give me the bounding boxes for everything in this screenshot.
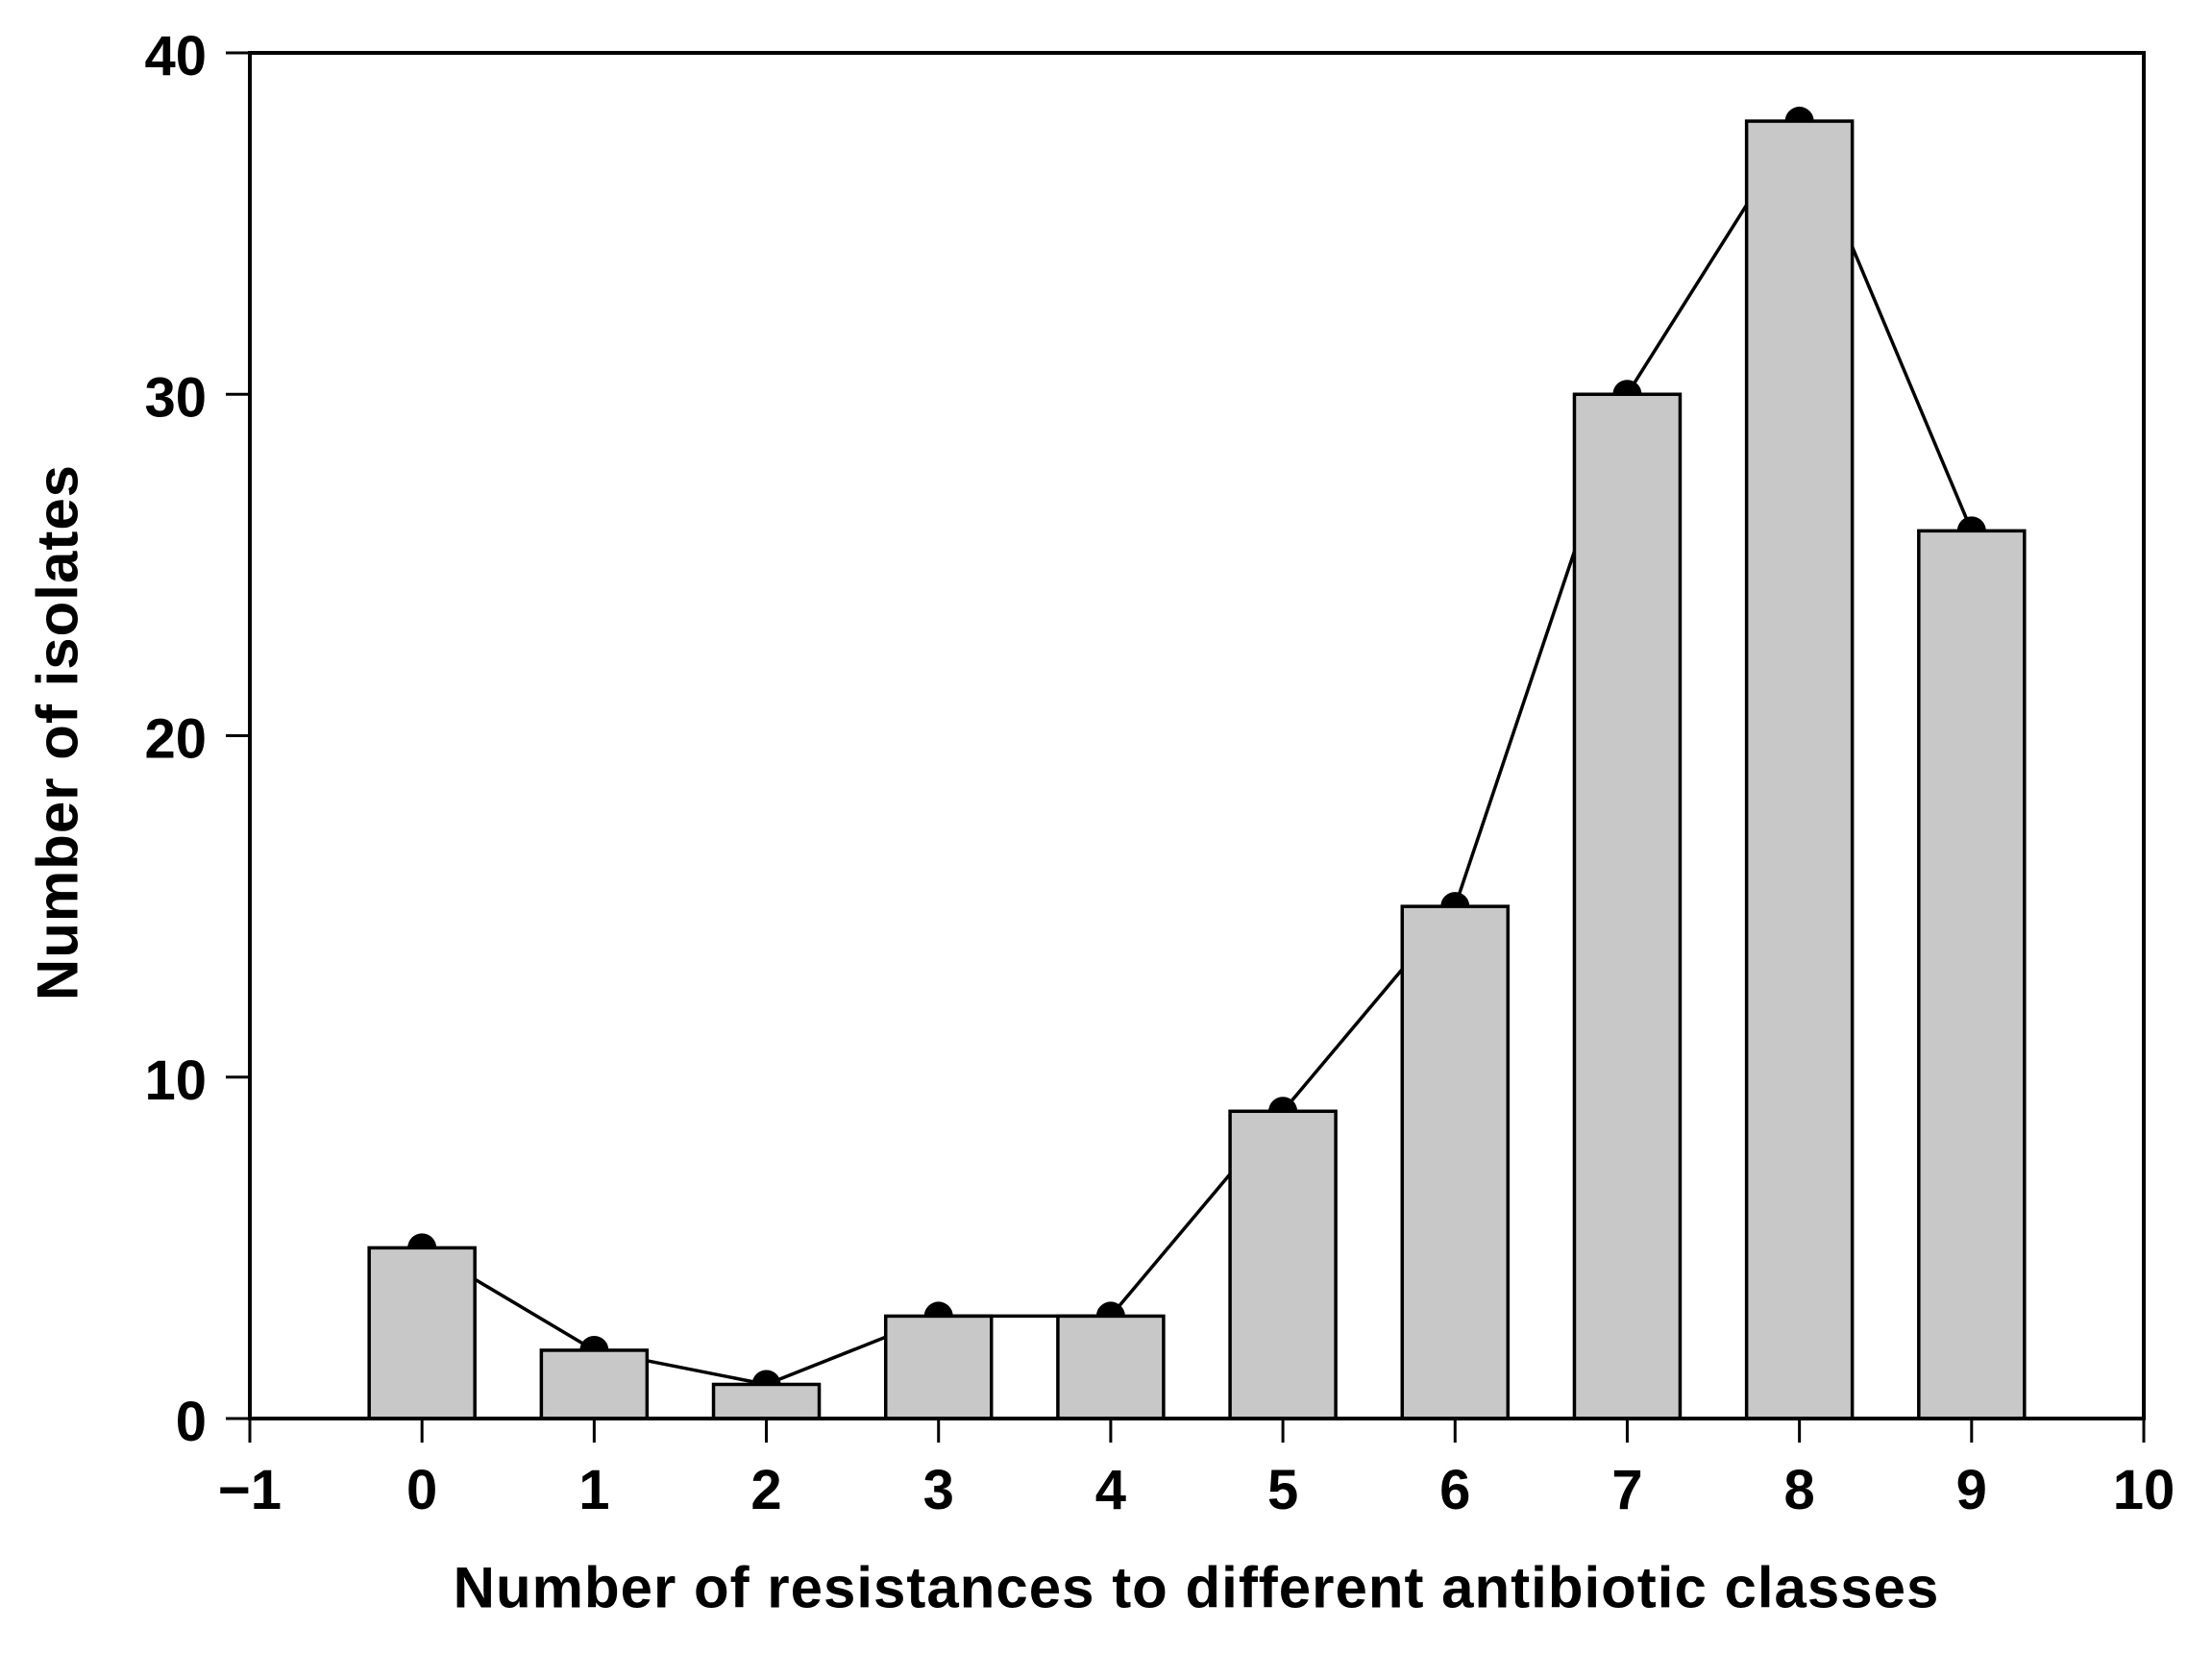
bar-x3 bbox=[883, 1314, 994, 1420]
bar-x1 bbox=[539, 1348, 650, 1420]
x-tick-label-4: 4 bbox=[1095, 1459, 1126, 1521]
bar-x0 bbox=[367, 1246, 477, 1420]
bar-x6 bbox=[1400, 904, 1511, 1420]
x-tick-label-3: 3 bbox=[923, 1459, 954, 1521]
x-tick-label-6: 6 bbox=[1439, 1459, 1470, 1521]
x-tick-label-5: 5 bbox=[1267, 1459, 1298, 1521]
y-tick-label-0: 0 bbox=[176, 1391, 207, 1453]
x-tick-label-9: 9 bbox=[1956, 1459, 1987, 1521]
x-tick-label-7: 7 bbox=[1611, 1459, 1642, 1521]
x-axis-title: Number of resistances to different antib… bbox=[453, 1555, 1940, 1620]
x-tick-label-8: 8 bbox=[1784, 1459, 1815, 1521]
bar-x2 bbox=[711, 1382, 822, 1420]
bar-x8 bbox=[1744, 119, 1855, 1420]
y-tick-label-40: 40 bbox=[144, 25, 207, 87]
x-tick-label-2: 2 bbox=[750, 1459, 781, 1521]
x-tick-label-−1: −1 bbox=[218, 1459, 282, 1521]
x-tick-label-0: 0 bbox=[406, 1459, 437, 1521]
bar-x4 bbox=[1056, 1314, 1166, 1420]
bar-x5 bbox=[1228, 1109, 1338, 1420]
y-tick-label-30: 30 bbox=[144, 366, 207, 429]
bar-x7 bbox=[1572, 392, 1683, 1420]
x-tick-label-10: 10 bbox=[2113, 1459, 2175, 1521]
y-tick-label-20: 20 bbox=[144, 708, 207, 771]
y-axis-title: Number of isolates bbox=[25, 463, 90, 1001]
bar-x9 bbox=[1917, 529, 2027, 1420]
x-tick-label-1: 1 bbox=[578, 1459, 609, 1521]
y-tick-label-10: 10 bbox=[144, 1049, 207, 1112]
data-line bbox=[421, 119, 1974, 1387]
